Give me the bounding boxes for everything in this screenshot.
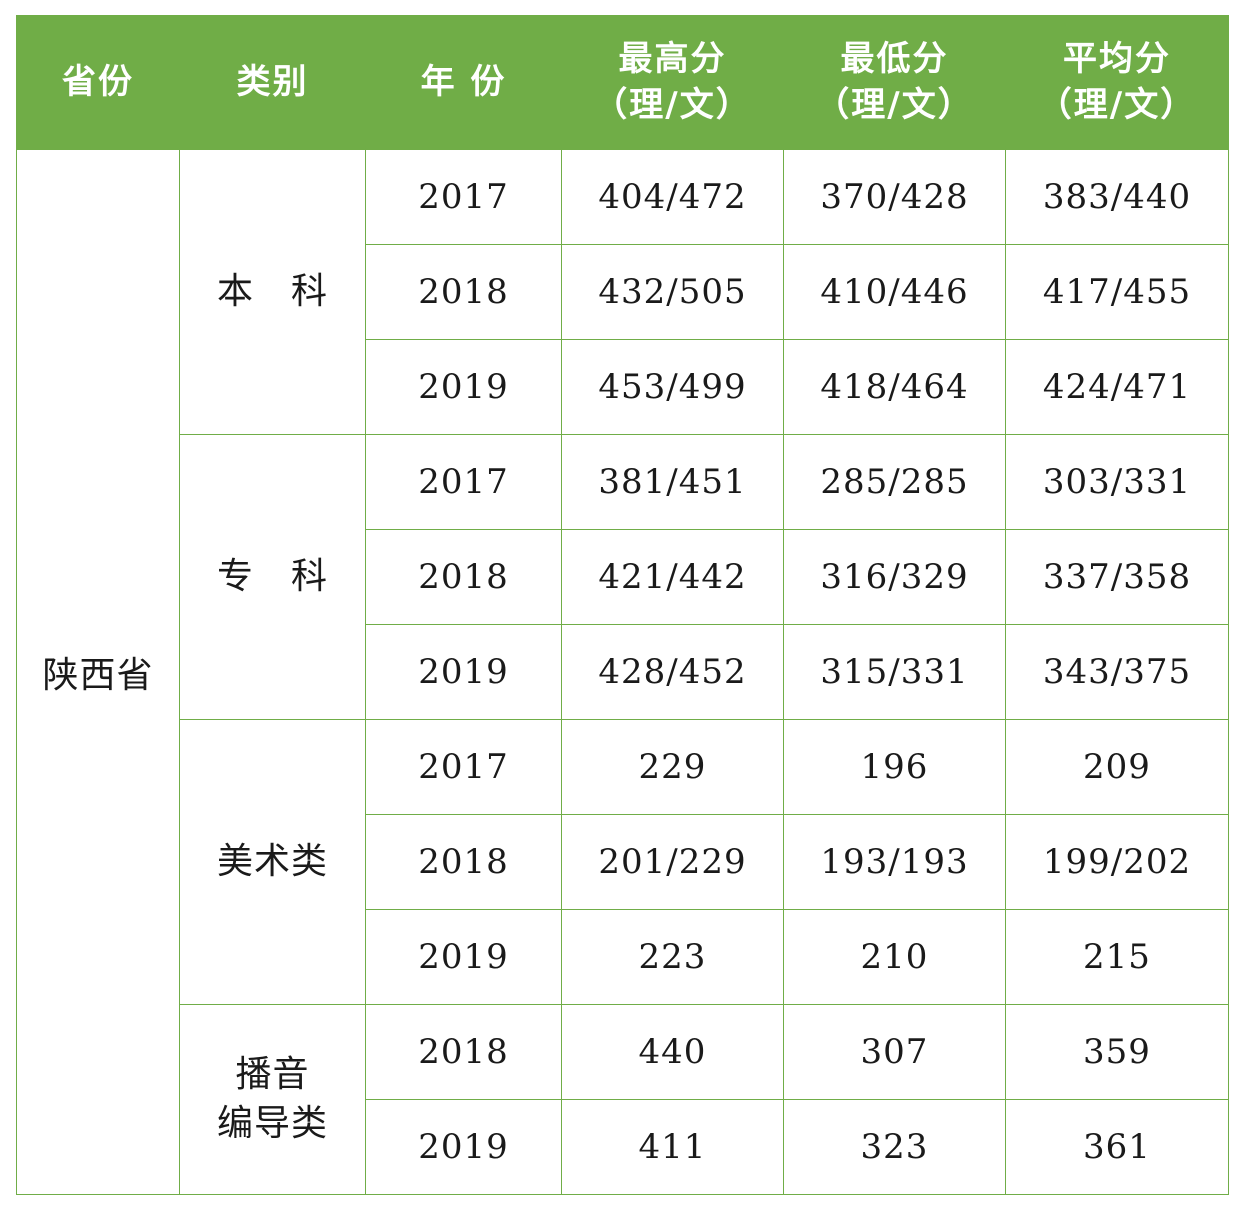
header-max-score-label: 最高分 — [618, 38, 727, 79]
table-row: 播音 编导类 2018 440 307 359 — [17, 1004, 1229, 1195]
header-min-score-label: 最低分 — [840, 38, 949, 79]
table-row: 2019 223 210 215 — [17, 909, 1229, 1005]
header-avg-score-label: 平均分 — [1063, 38, 1171, 79]
category-cell: 本 科 — [179, 149, 366, 435]
category-line: 播音 — [235, 1053, 310, 1095]
year-cell: 2019 — [365, 1099, 562, 1195]
max-score-cell: 428/452 — [561, 624, 784, 720]
category-cell: 美术类 — [179, 719, 366, 1005]
year-cell: 2018 — [365, 529, 562, 625]
max-score-cell: 411 — [561, 1099, 784, 1195]
avg-score-cell: 343/375 — [1005, 624, 1229, 720]
min-score-cell: 418/464 — [783, 339, 1006, 435]
year-cell: 2018 — [365, 1004, 562, 1100]
avg-score-cell: 215 — [1005, 909, 1229, 1005]
table-row: 陕西省 本 科 2017 404/472 370/428 383/440 — [16, 149, 1229, 1195]
avg-score-cell: 337/358 — [1005, 529, 1229, 625]
avg-score-cell: 209 — [1005, 719, 1229, 815]
min-score-cell: 316/329 — [783, 529, 1006, 625]
max-score-cell: 404/472 — [561, 149, 784, 245]
min-score-cell: 370/428 — [783, 149, 1006, 245]
max-score-cell: 229 — [561, 719, 784, 815]
year-cell: 2018 — [365, 244, 562, 340]
header-category: 类别 — [179, 15, 366, 150]
table-row: 专 科 2017 381/451 285/285 303/331 — [17, 434, 1229, 720]
min-score-cell: 323 — [783, 1099, 1006, 1195]
year-cell: 2019 — [365, 339, 562, 435]
max-score-cell: 440 — [561, 1004, 784, 1100]
header-max-score-subtype: （理/文） — [593, 84, 752, 125]
table-row: 2019 411 323 361 — [17, 1099, 1229, 1195]
year-cell: 2017 — [365, 719, 562, 815]
category-cell: 专 科 — [179, 434, 366, 720]
year-cell: 2019 — [365, 624, 562, 720]
avg-score-cell: 417/455 — [1005, 244, 1229, 340]
header-row: 省份 类别 年 份 最高分 （理/文） 最低分 （理/文） 平均分 （理/文） — [16, 15, 1229, 150]
header-max-score: 最高分 （理/文） — [561, 15, 784, 150]
avg-score-cell: 199/202 — [1005, 814, 1229, 910]
table-row: 2018 201/229 193/193 199/202 — [17, 814, 1229, 910]
avg-score-cell: 361 — [1005, 1099, 1229, 1195]
year-cell: 2017 — [365, 149, 562, 245]
year-cell: 2018 — [365, 814, 562, 910]
max-score-cell: 201/229 — [561, 814, 784, 910]
header-year: 年 份 — [365, 15, 562, 150]
avg-score-cell: 359 — [1005, 1004, 1229, 1100]
avg-score-cell: 424/471 — [1005, 339, 1229, 435]
min-score-cell: 210 — [783, 909, 1006, 1005]
table-row: 2019 428/452 315/331 343/375 — [17, 624, 1229, 720]
table-row: 2018 421/442 316/329 337/358 — [17, 529, 1229, 625]
category-cell: 播音 编导类 — [179, 1004, 366, 1195]
min-score-cell: 196 — [783, 719, 1006, 815]
min-score-cell: 285/285 — [783, 434, 1006, 530]
header-province: 省份 — [16, 15, 180, 150]
year-cell: 2017 — [365, 434, 562, 530]
header-avg-score: 平均分 （理/文） — [1005, 15, 1229, 150]
avg-score-cell: 383/440 — [1005, 149, 1229, 245]
header-min-score: 最低分 （理/文） — [783, 15, 1006, 150]
header-min-score-subtype: （理/文） — [815, 84, 974, 125]
province-cell: 陕西省 — [16, 149, 180, 1195]
max-score-cell: 421/442 — [561, 529, 784, 625]
table-row: 美术类 2017 229 196 209 — [17, 719, 1229, 1005]
category-line: 编导类 — [216, 1102, 328, 1144]
max-score-cell: 223 — [561, 909, 784, 1005]
max-score-cell: 432/505 — [561, 244, 784, 340]
min-score-cell: 307 — [783, 1004, 1006, 1100]
header-avg-score-subtype: （理/文） — [1037, 84, 1197, 125]
min-score-cell: 193/193 — [783, 814, 1006, 910]
min-score-cell: 315/331 — [783, 624, 1006, 720]
min-score-cell: 410/446 — [783, 244, 1006, 340]
max-score-cell: 453/499 — [561, 339, 784, 435]
table-row: 2019 453/499 418/464 424/471 — [17, 339, 1229, 435]
avg-score-cell: 303/331 — [1005, 434, 1229, 530]
score-table: 省份 类别 年 份 最高分 （理/文） 最低分 （理/文） 平均分 （理/文） … — [16, 15, 1229, 1195]
max-score-cell: 381/451 — [561, 434, 784, 530]
year-cell: 2019 — [365, 909, 562, 1005]
